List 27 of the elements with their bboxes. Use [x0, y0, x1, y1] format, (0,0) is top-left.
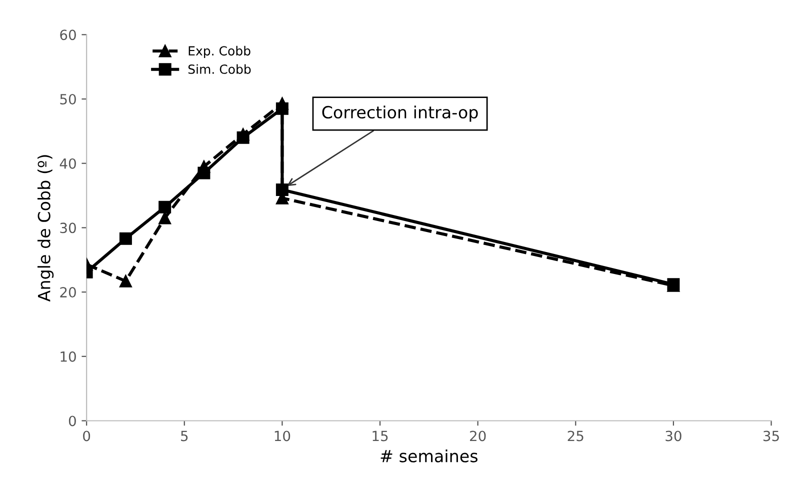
x-tick-label: 10 — [274, 430, 290, 442]
y-tick-label: 20 — [60, 287, 76, 298]
x-tick-label: 35 — [763, 430, 779, 442]
x-tick-label: 0 — [83, 430, 90, 442]
y-axis-title: Angle de Cobb (º) — [37, 155, 54, 302]
y-tick-label: 50 — [60, 94, 76, 104]
point — [119, 232, 132, 245]
y-tick-label: 10 — [60, 351, 76, 362]
annotation: Correction intra-op — [322, 106, 478, 122]
x-axis-title: # semaines — [380, 449, 478, 462]
y-tick-label: 0 — [68, 416, 76, 426]
x-tick-label: 20 — [470, 430, 486, 442]
legend-label: Exp. Cobb — [188, 46, 250, 58]
point — [198, 160, 210, 173]
point — [236, 128, 250, 141]
point — [158, 200, 172, 214]
x-tick-label: 30 — [666, 430, 682, 442]
point — [158, 212, 172, 224]
y-tick-label: 30 — [60, 222, 76, 234]
y-tick-label: 60 — [60, 30, 76, 40]
x-tick-label: 25 — [568, 430, 584, 442]
point — [276, 97, 288, 110]
x-tick-label: 5 — [181, 430, 188, 442]
y-tick-label: 40 — [60, 158, 76, 169]
x-tick-label: 15 — [372, 430, 388, 442]
legend-label: Sim. Cobb — [188, 64, 251, 74]
point — [119, 274, 132, 288]
